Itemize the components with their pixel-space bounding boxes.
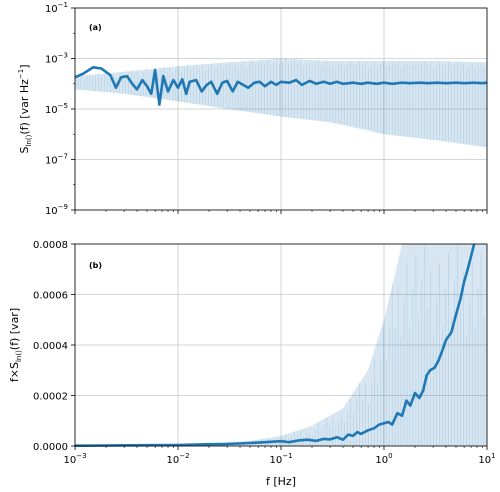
panel-a-ylabel: Sln()(f) [var Hz−1] — [17, 64, 33, 153]
panel-a: 10−9 10−7 10−5 10−3 10−1 (a) Sln()(f) [var H… — [17, 1, 488, 217]
panel-b-ticks: 10−3 10−2 10−1 100 101 0.0000 0.0002 0.0004 0.00… — [33, 240, 496, 466]
ytick-label-a-2: 10−5 — [45, 102, 68, 116]
ytick-label-a-3: 10−3 — [45, 52, 68, 66]
ytick-label-b-3: 0.0006 — [33, 291, 68, 302]
b-raw-band-area — [75, 244, 487, 446]
panel-a-smoothed-line — [74, 66, 488, 106]
panel-a-tag: (a) — [89, 23, 102, 32]
xtick-label-4: 101 — [478, 452, 495, 466]
panel-b: 10−3 10−2 10−1 100 101 0.0000 0.0002 0.0004 0.00… — [8, 240, 496, 488]
a-raw-band-area — [75, 58, 487, 148]
ytick-label-a-4: 10−1 — [45, 1, 68, 15]
ytick-label-b-2: 0.0004 — [33, 341, 68, 352]
ytick-label-b-0: 0.0000 — [33, 442, 68, 453]
panel-b-ylabel: f×Sln()(f) [var] — [8, 308, 23, 382]
panel-a-ticks: 10−9 10−7 10−5 10−3 10−1 — [45, 1, 488, 217]
panel-b-tag: (b) — [89, 261, 102, 270]
xtick-label-1: 10−2 — [166, 452, 189, 466]
panel-b-smoothed-line — [74, 243, 476, 447]
ytick-label-b-1: 0.0002 — [33, 392, 68, 403]
ytick-label-a-0: 10−9 — [45, 203, 68, 217]
panel-b-xlabel: f [Hz] — [266, 475, 296, 488]
xtick-label-0: 10−3 — [63, 452, 86, 466]
xtick-label-2: 10−1 — [269, 452, 292, 466]
ytick-label-a-1: 10−7 — [45, 153, 68, 167]
ytick-label-b-4: 0.0008 — [33, 240, 68, 251]
xtick-label-3: 100 — [375, 452, 392, 466]
panel-a-raw-band — [74, 58, 488, 148]
